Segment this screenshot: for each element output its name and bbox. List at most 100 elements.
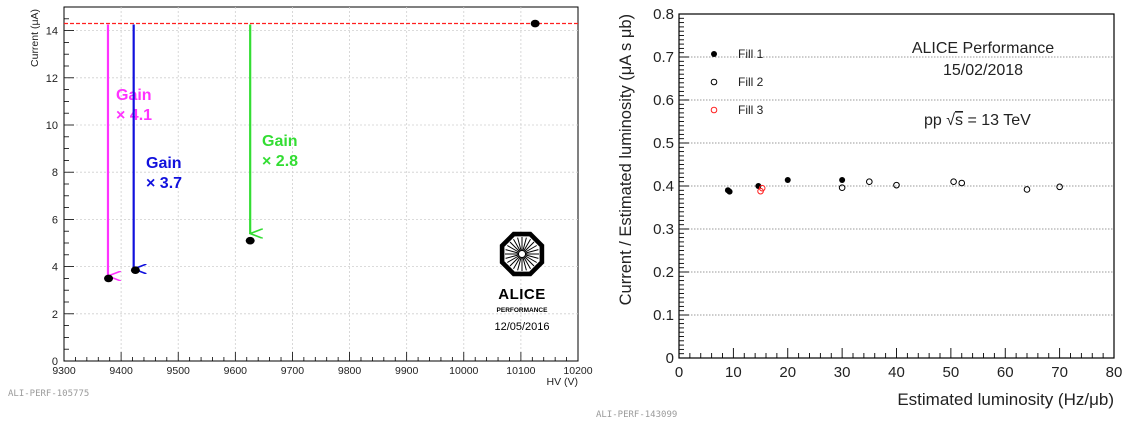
series-1-point [726,188,733,195]
right-x-tick-label: 50 [943,364,960,381]
alice-logo-ray [505,254,520,259]
right-y-tick-label: 0.2 [653,264,674,281]
series-3-point [758,184,766,192]
legend-marker-1 [711,51,717,57]
right-figure-id: ALI-PERF-143099 [596,410,677,420]
left-x-tick-label: 9500 [167,365,191,377]
series-1-point [839,176,846,183]
left-x-tick-label: 9800 [338,365,362,377]
right-x-tick-label: 40 [888,364,905,381]
alice-logo-name: ALICE [498,286,546,303]
left-y-tick-label: 0 [52,356,58,368]
left-figure-id: ALI-PERF-105775 [8,389,89,399]
series-2-point [950,178,957,185]
alice-logo: ALICE PERFORMANCE 12/05/2016 [494,231,550,333]
series-2-point [1023,186,1031,193]
series-1-point [784,176,791,183]
series-2-point [1056,183,1063,191]
energy-sqrt-sign: √ [946,112,955,129]
alice-logo-ray [524,245,537,253]
right-chart: 0 10 20 30 40 50 60 70 80 0 0.1 0.2 0.3 0.4 0.5 0.6 0.7 0… [596,6,1122,420]
left-x-tick-label: 9600 [224,365,248,377]
left-y-tick-label: 10 [46,120,58,132]
energy-suffix: = 13 TeV [963,112,1031,129]
right-y-tick-label: 0.5 [653,135,674,152]
alice-logo-ray [523,239,531,252]
legend-label-2: Fill 2 [738,75,764,89]
left-data-point [104,274,114,283]
series-2-point [958,179,966,187]
left-x-tick-label: 10100 [506,365,535,377]
gain-37-label-title: Gain [146,155,182,172]
right-y-tick-label: 0.1 [653,307,674,324]
gain-28-label-value: × 2.8 [262,153,298,170]
left-x-axis-title: HV (V) [547,376,579,388]
left-data-point [130,266,140,274]
alice-logo-ray [524,255,537,263]
left-y-axis-title: Current (μA) [29,9,41,67]
left-x-tick-label: 9300 [52,365,76,377]
series-2-point [838,184,846,192]
left-x-tick-label: 10200 [563,365,592,377]
left-y-tick-label: 8 [52,167,58,179]
gain-37-label-value: × 3.7 [146,175,182,192]
alice-logo-ray [523,241,535,253]
right-x-tick-label: 10 [725,364,742,381]
legend-label-1: Fill 1 [738,47,764,61]
legend-marker-3 [710,106,718,114]
alice-logo-ray [509,255,521,267]
left-y-tick-label: 4 [52,262,58,274]
left-data-point [530,19,540,28]
right-y-tick-label: 0.6 [653,92,674,109]
right-y-tick-label: 0.8 [653,6,674,23]
right-x-tick-label: 70 [1051,364,1068,381]
alice-logo-ray [524,254,539,259]
left-x-tick-label: 10000 [449,365,478,377]
alice-logo-ray [523,256,531,269]
alice-logo-ray [522,256,527,271]
left-x-tick-label: 9400 [109,365,133,377]
alice-logo-date: 12/05/2016 [494,321,549,333]
alice-logo-ray [507,255,520,263]
right-x-tick-label: 20 [779,364,796,381]
right-y-tick-label: 0.3 [653,221,674,238]
right-x-tick-label: 30 [834,364,851,381]
right-title-line-2: 15/02/2018 [943,62,1023,79]
left-x-tick-label: 9700 [281,365,305,377]
series-2-point [893,181,900,189]
series-2-point [866,178,873,185]
right-x-tick-label: 80 [1106,364,1123,381]
right-x-axis-title: Estimated luminosity (Hz/μb) [897,390,1114,409]
left-data-point [245,236,255,245]
right-x-tick-label: 60 [997,364,1014,381]
alice-logo-ray [513,239,521,252]
alice-logo-ray [507,245,520,253]
energy-prefix: pp [924,112,946,129]
right-title-line-1: ALICE Performance [912,40,1054,57]
gain-28-label-title: Gain [262,133,298,150]
left-y-tick-label: 14 [46,26,58,38]
legend-label-3: Fill 3 [738,103,764,117]
alice-logo-ray [517,237,522,252]
left-x-tick-label: 9900 [395,365,419,377]
energy-variable: s [955,112,963,129]
left-chart: 9300 9400 9500 9600 9700 9800 9900 10000 10100 10… [8,6,593,399]
alice-logo-ray [517,256,522,271]
left-y-tick-label: 6 [52,214,58,226]
right-x-tick-label: 0 [675,364,683,381]
alice-logo-ray [522,237,527,252]
right-energy-label: pp √s = 13 TeV [924,112,1031,129]
alice-logo-ray [505,249,520,254]
left-y-tick-label: 12 [46,73,58,85]
alice-logo-ray [513,256,521,269]
right-y-tick-label: 0.4 [653,178,674,195]
alice-logo-ray [509,241,521,253]
left-plot-frame [63,6,579,362]
alice-logo-subtitle: PERFORMANCE [497,307,549,314]
legend-marker-2 [710,78,718,86]
left-y-tick-label: 2 [52,309,58,321]
alice-logo-ray [524,249,539,254]
right-y-axis-title: Current / Estimated luminosity (μA s μb) [617,14,635,305]
right-y-tick-label: 0 [666,350,674,367]
